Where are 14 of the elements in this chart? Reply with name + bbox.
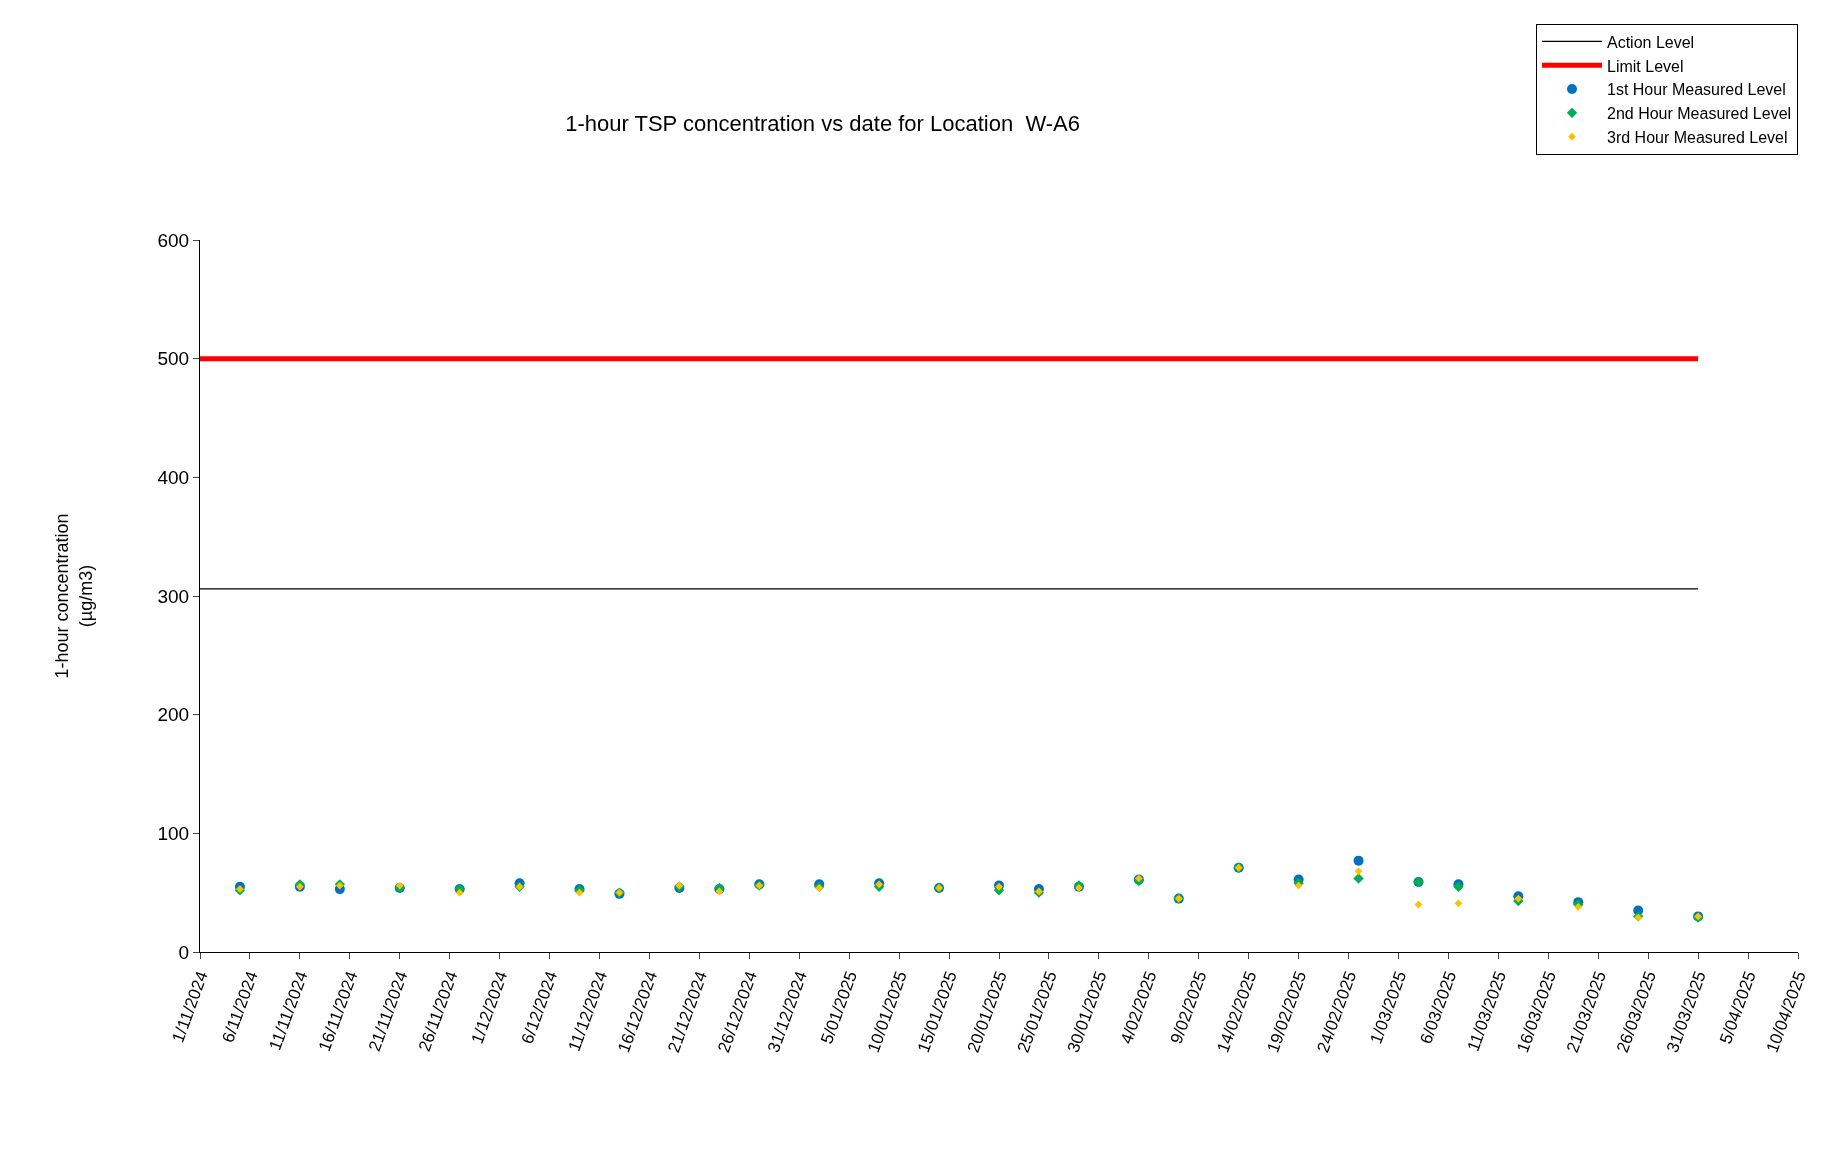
y-axis-title: 1-hour concentration (µg/m3) <box>52 513 96 679</box>
y-tick-label: 300 <box>157 585 190 607</box>
legend-label: Limit Level <box>1607 57 1684 75</box>
y-tick-label: 400 <box>157 466 190 488</box>
legend-label: 2nd Hour Measured Level <box>1607 105 1792 123</box>
legend-label: 1st Hour Measured Level <box>1607 81 1786 99</box>
y-tick-label: 0 <box>178 941 190 963</box>
y-tick-label: 600 <box>157 229 190 251</box>
legend-label: Action Level <box>1607 33 1695 51</box>
chart-title: 1-hour TSP concentration vs date for Location W-A6 <box>565 110 1081 136</box>
legend-label: 3rd Hour Measured Level <box>1607 128 1788 146</box>
y-tick-label: 100 <box>157 822 190 844</box>
y-tick-label: 500 <box>157 348 190 370</box>
y-tick-label: 200 <box>157 704 190 726</box>
